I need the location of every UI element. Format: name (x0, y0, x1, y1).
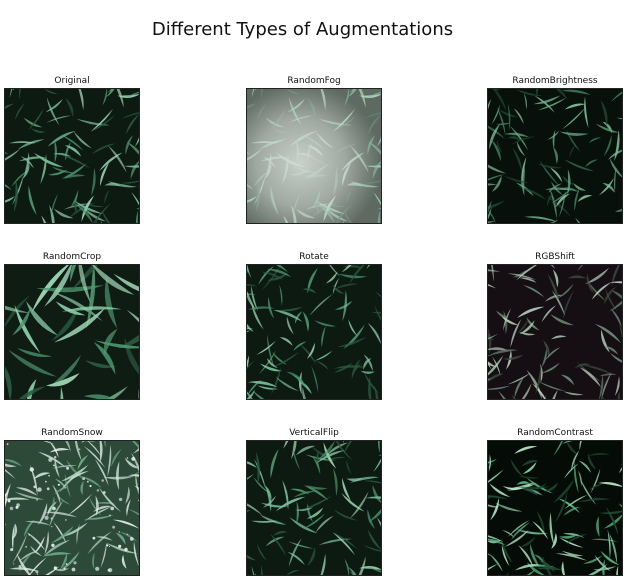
image-random-brightness (487, 88, 623, 224)
image-rgb-shift (487, 264, 623, 400)
panel-label-random-brightness: RandomBrightness (512, 76, 598, 86)
panel-label-random-fog: RandomFog (287, 76, 341, 86)
panel-label-original: Original (54, 76, 90, 86)
image-vertical-flip (246, 440, 382, 576)
grass-texture (247, 441, 381, 575)
panel-label-rotate: Rotate (299, 252, 329, 262)
grass-texture (5, 89, 139, 223)
grass-texture (488, 265, 622, 399)
image-original (4, 88, 140, 224)
image-random-snow (4, 440, 140, 576)
image-random-fog (246, 88, 382, 224)
grass-texture (488, 441, 622, 575)
panel-label-random-snow: RandomSnow (41, 428, 103, 438)
image-rotate (246, 264, 382, 400)
grass-texture (247, 265, 381, 399)
figure-title: Different Types of Augmentations (151, 19, 454, 40)
panel-label-random-contrast: RandomContrast (517, 428, 593, 438)
grass-texture (5, 265, 139, 399)
grass-texture (247, 89, 381, 223)
panel-label-rgb-shift: RGBShift (535, 252, 575, 262)
panel-label-vertical-flip: VerticalFlip (289, 428, 339, 438)
grass-texture (5, 441, 139, 575)
panel-label-random-crop: RandomCrop (42, 252, 102, 262)
image-random-crop (4, 264, 140, 400)
grass-texture (488, 89, 622, 223)
image-random-contrast (487, 440, 623, 576)
